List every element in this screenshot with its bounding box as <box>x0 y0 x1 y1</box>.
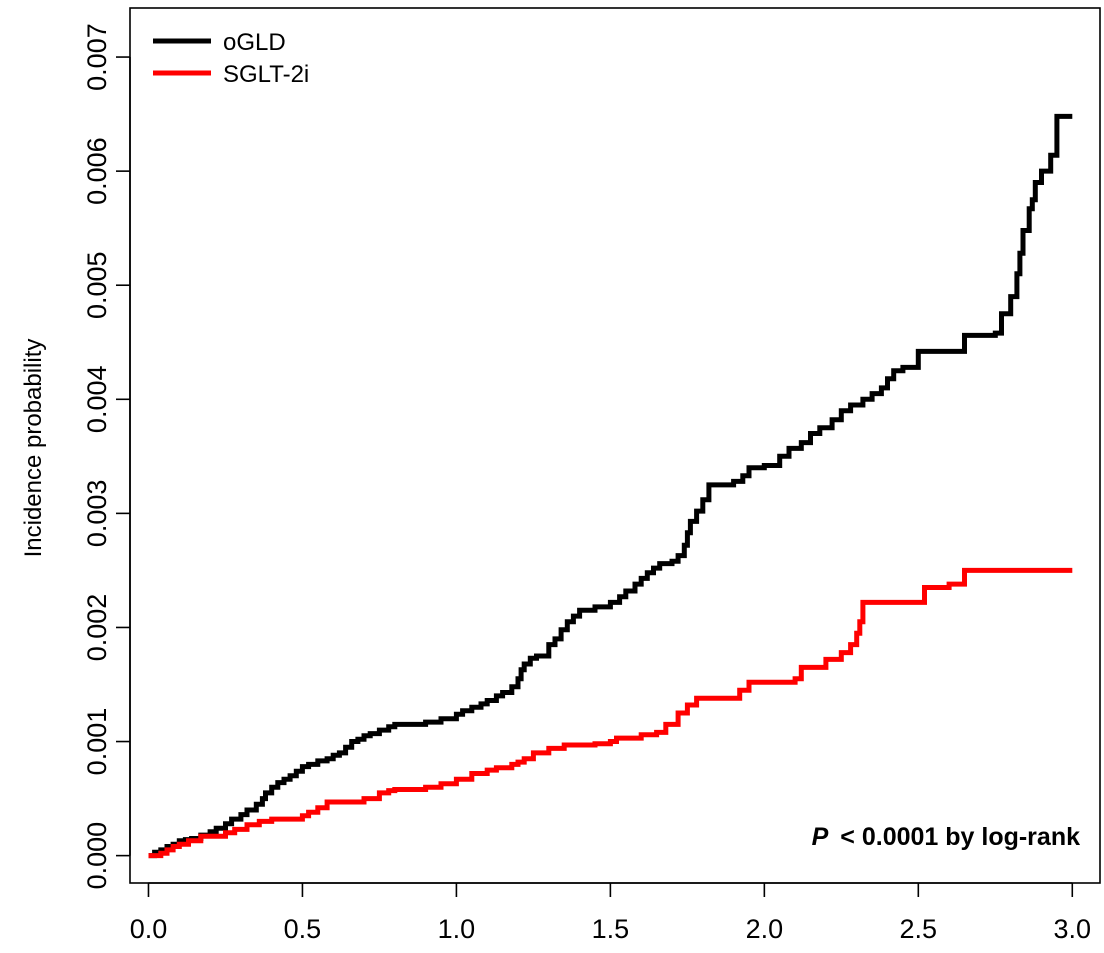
x-tick-label: 3.0 <box>1054 914 1092 944</box>
series-line-ogld <box>148 113 1073 859</box>
plot-area <box>148 113 1073 859</box>
y-tick-label: 0.002 <box>82 594 112 662</box>
y-tick-label: 0.001 <box>82 708 112 776</box>
x-tick-label: 0.0 <box>130 914 168 944</box>
legend: oGLD SGLT-2i <box>153 29 309 88</box>
p-symbol: P <box>812 823 829 851</box>
x-axis: 0.0 0.5 1.0 1.5 2.0 2.5 3.0 <box>130 882 1092 944</box>
x-tick-label: 0.5 <box>284 914 322 944</box>
y-tick-label: 0.004 <box>82 366 112 434</box>
logrank-text: < 0.0001 by log-rank <box>840 823 1080 851</box>
y-tick-label: 0.006 <box>82 137 112 205</box>
x-tick-label: 2.5 <box>900 914 938 944</box>
y-tick-label: 0.005 <box>82 251 112 319</box>
y-tick-label: 0.007 <box>82 23 112 91</box>
y-axis-label: Incidence probability <box>20 339 47 558</box>
logrank-annotation: P < 0.0001 by log-rank <box>812 823 1080 851</box>
x-tick-label: 1.0 <box>438 914 476 944</box>
y-tick-label: 0.003 <box>82 480 112 548</box>
series-line-sglt2i <box>148 567 1073 859</box>
legend-label-ogld: oGLD <box>223 29 286 56</box>
legend-label-sglt2i: SGLT-2i <box>223 61 309 88</box>
x-tick-label: 2.0 <box>746 914 784 944</box>
x-tick-label: 1.5 <box>592 914 630 944</box>
y-axis: 0.000 0.001 0.002 0.003 0.004 0.005 0.006 0.007 <box>82 23 131 890</box>
y-tick-label: 0.000 <box>82 822 112 890</box>
plot-frame <box>129 7 1101 884</box>
